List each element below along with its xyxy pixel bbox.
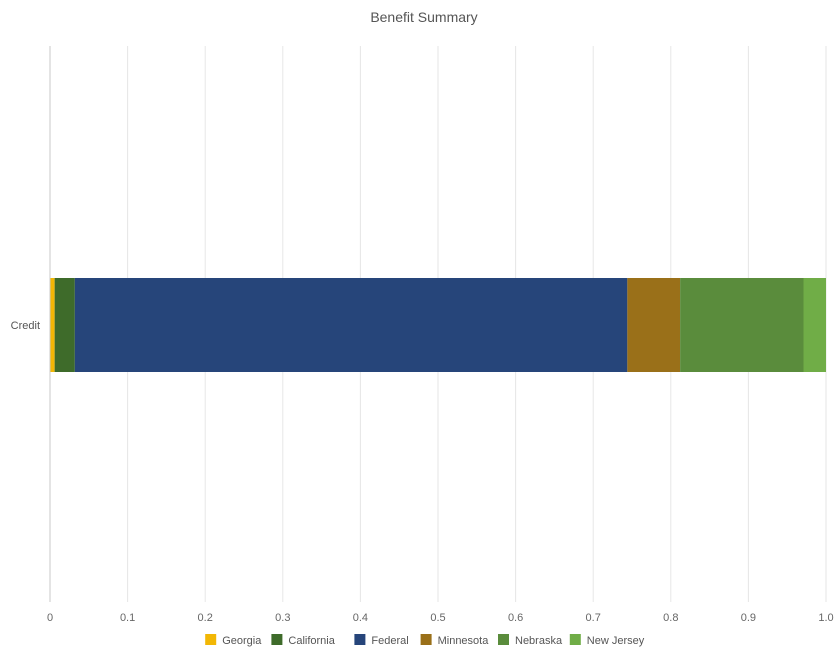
y-category-label: Credit (11, 320, 40, 332)
legend-label: Federal (371, 635, 408, 647)
chart-title: Benefit Summary (370, 9, 477, 25)
legend-swatch (569, 634, 581, 645)
x-tick-label: 0.4 (353, 612, 368, 624)
bar-segment-new-jersey (803, 278, 826, 372)
bar-segment-federal (74, 278, 628, 372)
x-tick-label: 0.8 (663, 612, 678, 624)
axes: 0 0.1 0.2 0.3 0.4 0.5 0.6 0.7 0.8 0.9 1.0 Credit (11, 46, 834, 624)
x-tick-label: 1.0 (818, 612, 833, 624)
legend-label: New Jersey (587, 635, 645, 647)
legend: Georgia California Federal Minnesota Nebrask… (205, 634, 645, 647)
bar-segment-nebraska (680, 278, 804, 372)
legend-swatch (271, 634, 283, 645)
legend-swatch (205, 634, 217, 645)
legend-label: Minnesota (438, 635, 490, 647)
legend-swatch (354, 634, 366, 645)
x-tick-label: 0 (47, 612, 53, 624)
legend-label: Nebraska (515, 635, 563, 647)
x-tick-label: 0.3 (275, 612, 290, 624)
legend-label: California (288, 635, 335, 647)
legend-label: Georgia (222, 635, 262, 647)
bar-segment-california (54, 278, 75, 372)
legend-swatch (498, 634, 509, 645)
bar-segment-georgia (50, 278, 55, 372)
x-tick-label: 0.6 (508, 612, 523, 624)
legend-swatch (420, 634, 432, 645)
bar-segment-minnesota (627, 278, 681, 372)
x-tick-label: 0.5 (430, 612, 445, 624)
x-tick-label: 0.1 (120, 612, 135, 624)
bar-segments (50, 278, 826, 372)
x-tick-label: 0.2 (198, 612, 213, 624)
x-tick-label: 0.9 (741, 612, 756, 624)
x-tick-label: 0.7 (586, 612, 601, 624)
